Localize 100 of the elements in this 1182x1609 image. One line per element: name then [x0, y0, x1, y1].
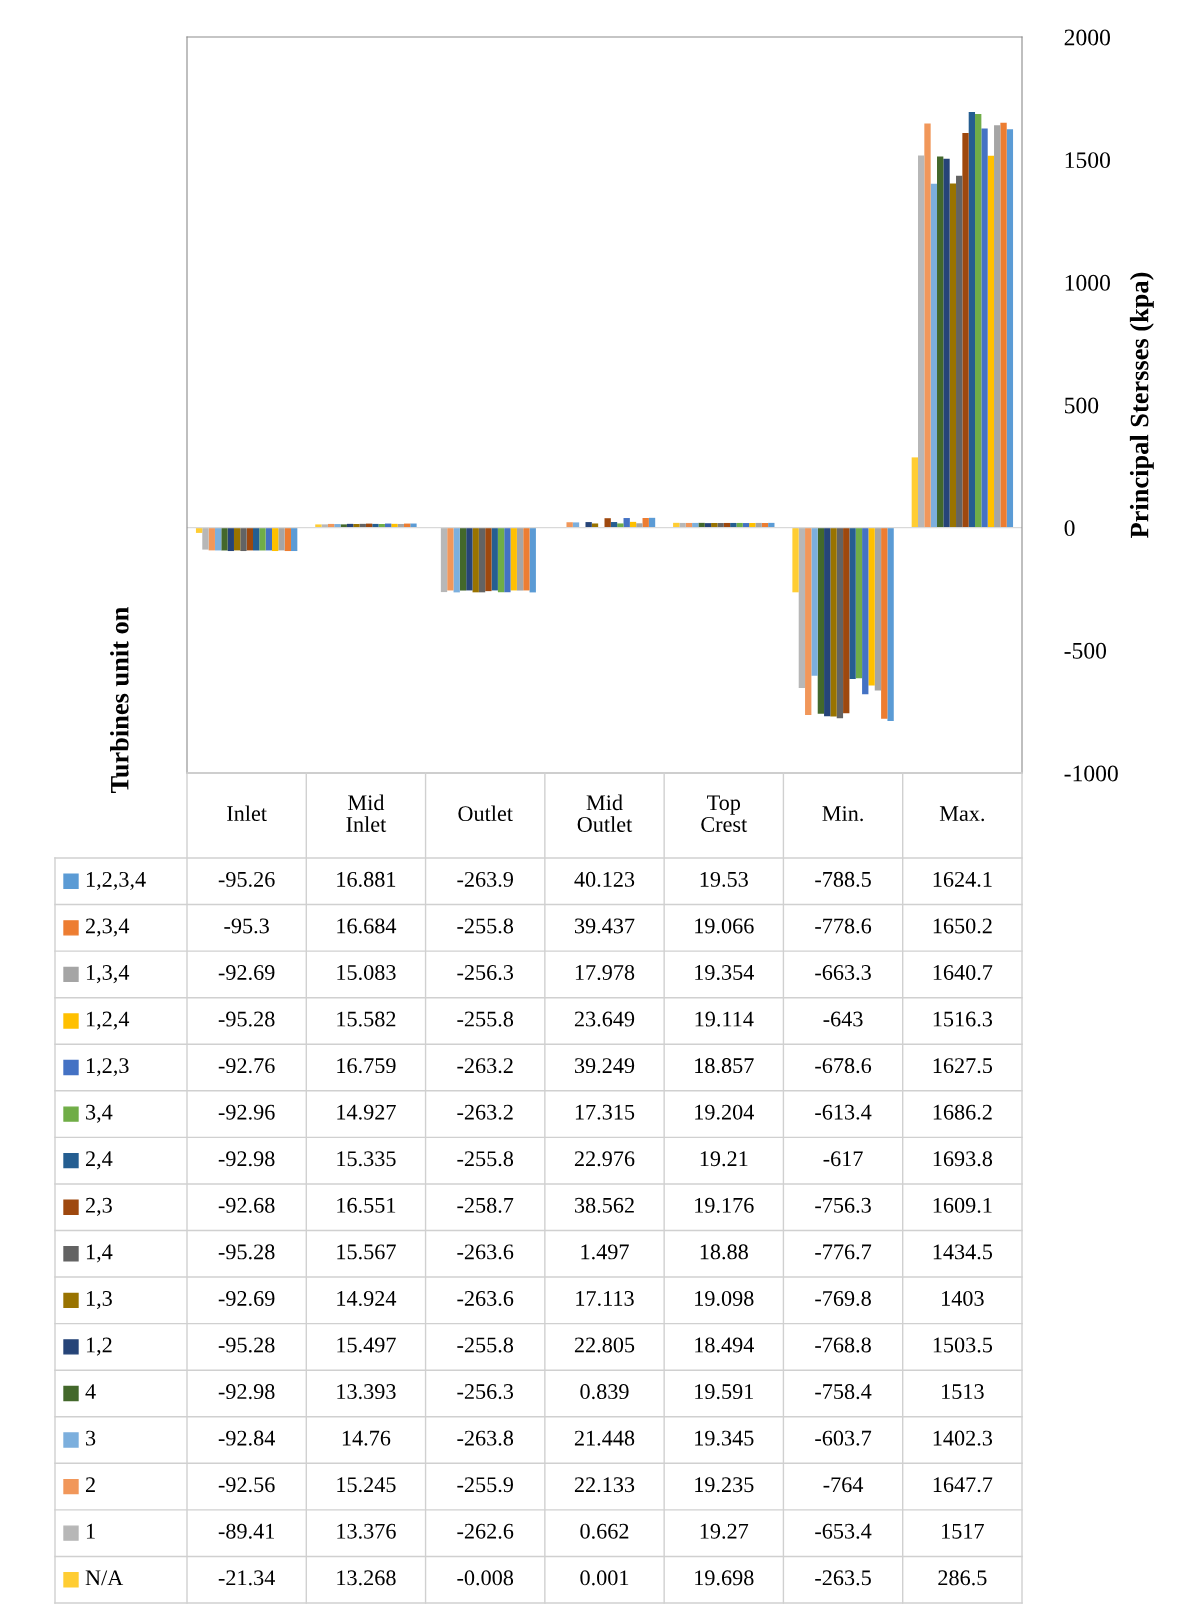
data-label: 16.881	[337, 871, 396, 887]
bar	[284, 527, 291, 552]
data-label: -613.4	[815, 1104, 872, 1120]
bar	[968, 112, 976, 528]
data-label: 286.5	[938, 1570, 987, 1586]
legend-label: 2,4	[85, 1151, 113, 1170]
y-tick-label: 0	[1064, 520, 1075, 537]
bar	[208, 527, 215, 551]
data-label: 13.268	[337, 1570, 396, 1586]
data-label: 38.562	[575, 1197, 634, 1213]
data-label: 21.448	[574, 1430, 635, 1446]
data-label: 19.114	[695, 1011, 754, 1027]
bar	[278, 527, 285, 551]
data-label: 16.551	[337, 1197, 396, 1213]
data-label: -788.5	[815, 871, 871, 887]
bar	[221, 527, 228, 551]
bar	[956, 175, 963, 528]
bar	[504, 527, 511, 593]
data-label: -758.4	[815, 1384, 872, 1400]
y-tick-label: 1000	[1065, 274, 1110, 291]
data-label: 0.839	[580, 1384, 629, 1400]
data-label: 19.53	[700, 871, 748, 887]
bar	[924, 123, 931, 528]
data-label: -263.9	[457, 871, 514, 887]
data-label: 22.805	[574, 1337, 635, 1353]
data-label: 1647.7	[933, 1477, 993, 1493]
x-tick-label: Max.	[939, 806, 985, 822]
data-label: -678.6	[815, 1058, 872, 1074]
data-label: -256.3	[457, 1384, 514, 1400]
data-label: 39.437	[575, 918, 635, 934]
data-label: 13.376	[337, 1523, 396, 1539]
data-label: -764	[823, 1477, 864, 1493]
data-label: -92.98	[218, 1151, 275, 1167]
data-label: 1693.8	[933, 1151, 993, 1167]
legend-label: 4	[85, 1384, 96, 1399]
data-label: -92.56	[218, 1477, 275, 1493]
data-label: 0.662	[580, 1523, 629, 1539]
bar	[291, 527, 298, 552]
bar	[975, 113, 982, 528]
data-label: 19.176	[695, 1197, 754, 1213]
bar	[497, 527, 505, 593]
data-label: -21.34	[218, 1570, 275, 1586]
bar	[478, 527, 486, 593]
data-label: 1624.1	[933, 871, 992, 887]
bar	[949, 183, 957, 528]
data-label: 15.582	[337, 1011, 396, 1027]
data-label: -262.6	[457, 1523, 514, 1539]
legend-label: 2,3	[85, 1197, 112, 1216]
bar	[271, 527, 279, 552]
data-label: -255.8	[457, 1011, 514, 1027]
data-label: 15.335	[337, 1151, 396, 1167]
data-label: -92.98	[218, 1384, 275, 1400]
legend-title: Turbines unit on	[110, 607, 129, 793]
data-label: 15.497	[337, 1337, 396, 1353]
bar	[868, 527, 875, 686]
legend-label: 1,2,3	[86, 1058, 129, 1077]
data-label: -778.6	[815, 918, 872, 934]
bar	[195, 527, 203, 533]
bar	[227, 527, 234, 552]
data-label: 19.098	[695, 1290, 754, 1306]
y-axis-title: Principal Stersses (kpa)	[1129, 272, 1154, 538]
data-label: 22.133	[574, 1477, 635, 1493]
data-label: 16.759	[337, 1058, 396, 1074]
data-label: 18.494	[695, 1337, 754, 1353]
y-tick-label: 2000	[1064, 29, 1110, 46]
data-label: 19.345	[695, 1430, 754, 1446]
bar	[240, 527, 247, 552]
data-label: 1503.5	[933, 1337, 993, 1353]
y-tick-label: -1000	[1064, 765, 1118, 782]
bar	[485, 527, 492, 592]
bar	[911, 457, 918, 528]
bar	[798, 527, 806, 688]
data-label: 1434.5	[933, 1244, 993, 1260]
x-tick-label: Top Crest	[701, 795, 748, 832]
data-label: -95.28	[218, 1011, 275, 1027]
bar	[491, 527, 498, 591]
data-label: 19.204	[695, 1104, 754, 1120]
data-label: 0.001	[580, 1570, 629, 1586]
bar	[817, 527, 825, 714]
data-label: 18.88	[700, 1244, 748, 1260]
data-label: 19.354	[695, 965, 754, 981]
bar	[943, 158, 950, 528]
data-label: -263.6	[457, 1244, 514, 1260]
legend-label: 1	[86, 1523, 95, 1539]
data-label: -653.4	[815, 1523, 872, 1539]
data-label: 1686.2	[933, 1104, 992, 1120]
bar	[849, 527, 856, 680]
bar	[805, 527, 812, 716]
bar	[918, 155, 925, 528]
bar	[987, 155, 995, 528]
data-label: -255.8	[457, 1337, 514, 1353]
data-label: 19.21	[700, 1151, 748, 1167]
data-label: 14.76	[342, 1430, 391, 1446]
data-label: 19.235	[695, 1477, 754, 1493]
bar	[466, 527, 473, 591]
bar	[981, 128, 988, 528]
bar	[887, 527, 894, 722]
bar	[811, 527, 818, 676]
x-tick-label: Mid Outlet	[577, 794, 633, 832]
bar	[453, 527, 460, 593]
